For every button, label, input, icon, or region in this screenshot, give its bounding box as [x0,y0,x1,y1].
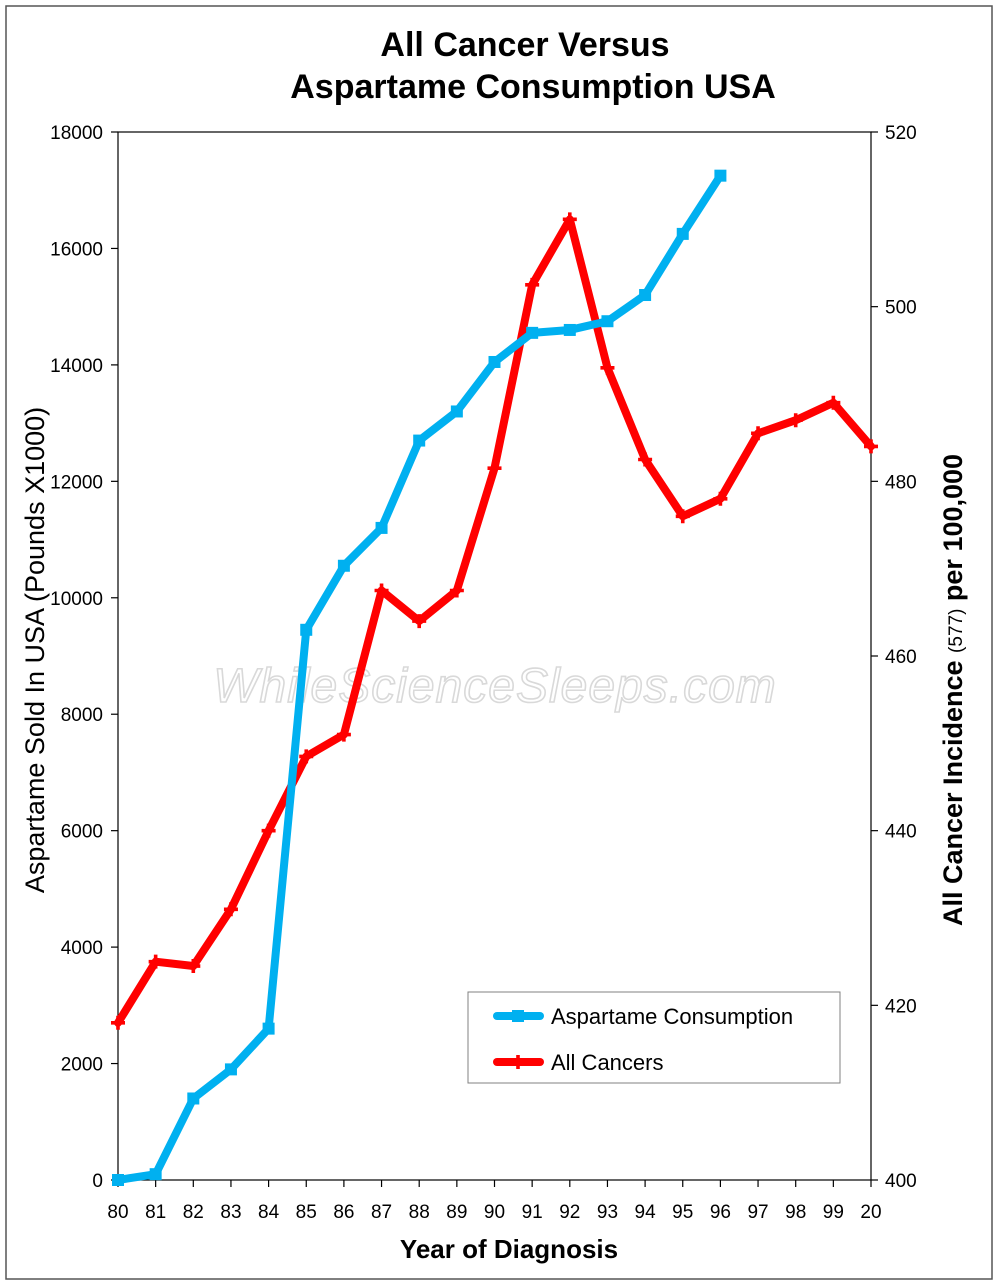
data-point [563,323,576,336]
data-point [562,212,577,227]
y-left-tick-label: 18000 [50,123,103,144]
chart-title-line-1: All Cancer Versus [380,26,669,64]
data-point [336,727,351,742]
series-layer [111,169,878,1186]
x-tick-label: 95 [672,1202,693,1223]
data-point [112,1174,124,1186]
x-tick-label: 20 [860,1202,881,1223]
x-tick-label: 92 [559,1202,580,1223]
y-left-tick-label: 6000 [61,822,103,843]
legend: Aspartame Consumption All Cancers [467,991,841,1084]
x-tick-label: 82 [183,1202,204,1223]
data-point [148,954,163,969]
right-axis: 400 420 440 460 480 500 520 [871,123,917,1192]
data-point [512,1010,524,1022]
x-axis-title: Year of Diagnosis [400,1234,618,1264]
data-point [526,326,539,339]
data-point [223,902,238,917]
chart-border [5,5,993,1280]
y-right-tick-label: 520 [885,123,917,144]
x-tick-label: 98 [785,1202,806,1223]
x-axis: 80 81 82 83 84 85 86 87 88 89 90 91 92 93 94 95 96 97 98 99… [107,1180,882,1223]
data-point [413,434,426,447]
chart-title-line-2: Aspartame Consumption USA [290,68,776,106]
data-point [525,277,540,292]
data-point [262,1022,275,1035]
data-point [714,169,727,182]
data-point [600,360,615,375]
y-right-tick-label: 460 [885,647,917,668]
y-right-tick-label: 420 [885,996,917,1017]
y-left-tick-label: 12000 [50,472,103,493]
data-point [299,749,314,764]
legend-box [467,991,841,1084]
data-point [149,1168,162,1181]
data-point [675,509,690,524]
series-aspartame-consumption [112,169,727,1186]
legend-label: Aspartame Consumption [551,1004,793,1029]
y-left-tick-label: 10000 [50,589,103,610]
x-tick-label: 91 [522,1202,543,1223]
data-point [751,426,766,441]
y-axis-left-title: Aspartame Sold In USA (Pounds X1000) [20,407,50,893]
data-point [826,395,841,410]
y-left-tick-label: 8000 [61,705,103,726]
x-tick-label: 86 [333,1202,354,1223]
data-point [639,289,652,302]
data-point [713,491,728,506]
x-tick-label: 94 [635,1202,657,1223]
data-point [488,355,501,368]
data-point [511,1055,525,1069]
data-point [111,1015,125,1030]
data-point [601,315,614,328]
y-axis-right-title-part-2: (577) [946,609,967,653]
data-point [187,1092,200,1105]
x-tick-label: 83 [220,1202,241,1223]
y-left-tick-label: 4000 [61,938,103,959]
data-point [337,559,350,572]
data-point [261,823,276,838]
y-left-tick-label: 16000 [50,239,103,260]
y-left-tick-label: 0 [92,1171,103,1192]
data-point [450,405,463,418]
data-point [676,227,689,240]
y-axis-right-title-part-1: All Cancer Incidence [938,653,968,926]
data-point [487,461,502,476]
left-axis: 0 2000 4000 6000 8000 10000 12000 14000 16000 180… [50,123,118,1192]
data-point [638,452,653,467]
data-point [374,583,389,598]
x-tick-label: 80 [107,1202,128,1223]
series-all-cancers [111,212,878,1030]
x-tick-label: 84 [258,1202,280,1223]
y-right-tick-label: 480 [885,472,917,493]
x-tick-label: 85 [296,1202,317,1223]
x-tick-label: 97 [747,1202,768,1223]
x-tick-label: 99 [823,1202,844,1223]
y-left-tick-label: 14000 [50,356,103,377]
data-point [300,623,313,636]
y-right-tick-label: 440 [885,822,917,843]
data-point [186,959,201,974]
y-axis-right-title-part-3: per 100,000 [938,454,968,609]
legend-label: All Cancers [551,1050,663,1075]
data-point [449,583,464,598]
y-right-tick-label: 500 [885,298,917,319]
y-right-tick-label: 400 [885,1171,917,1192]
y-axis-right-title: All Cancer Incidence (577) per 100,000 [938,454,968,926]
data-point [788,413,803,428]
x-tick-label: 93 [597,1202,618,1223]
x-tick-label: 89 [446,1202,467,1223]
x-tick-label: 96 [710,1202,731,1223]
y-left-tick-label: 2000 [61,1055,103,1076]
x-tick-label: 87 [371,1202,392,1223]
data-point [864,439,878,454]
data-point [375,521,388,534]
x-tick-label: 81 [145,1202,166,1223]
data-point [412,614,427,629]
x-tick-label: 88 [409,1202,430,1223]
data-point [224,1063,237,1076]
x-tick-label: 90 [484,1202,505,1223]
